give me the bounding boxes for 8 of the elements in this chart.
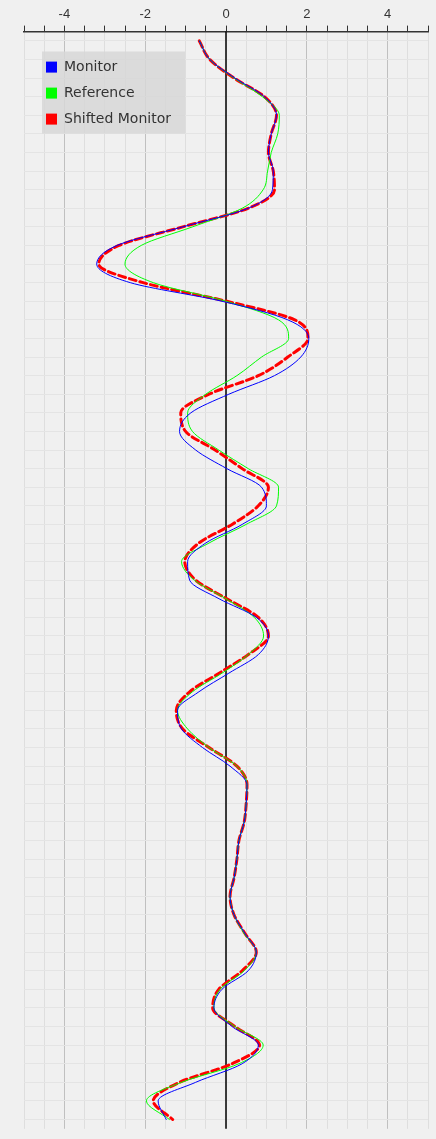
legend-label: Monitor bbox=[64, 58, 118, 75]
legend-label: Shifted Monitor bbox=[64, 110, 172, 127]
x-tick-label: -2 bbox=[139, 6, 151, 22]
legend-label: Reference bbox=[64, 84, 135, 101]
x-tick-label: 4 bbox=[383, 6, 392, 22]
x-tick-label: 0 bbox=[222, 6, 230, 22]
x-tick-label: -4 bbox=[58, 6, 71, 22]
x-tick-label: 2 bbox=[303, 6, 311, 22]
